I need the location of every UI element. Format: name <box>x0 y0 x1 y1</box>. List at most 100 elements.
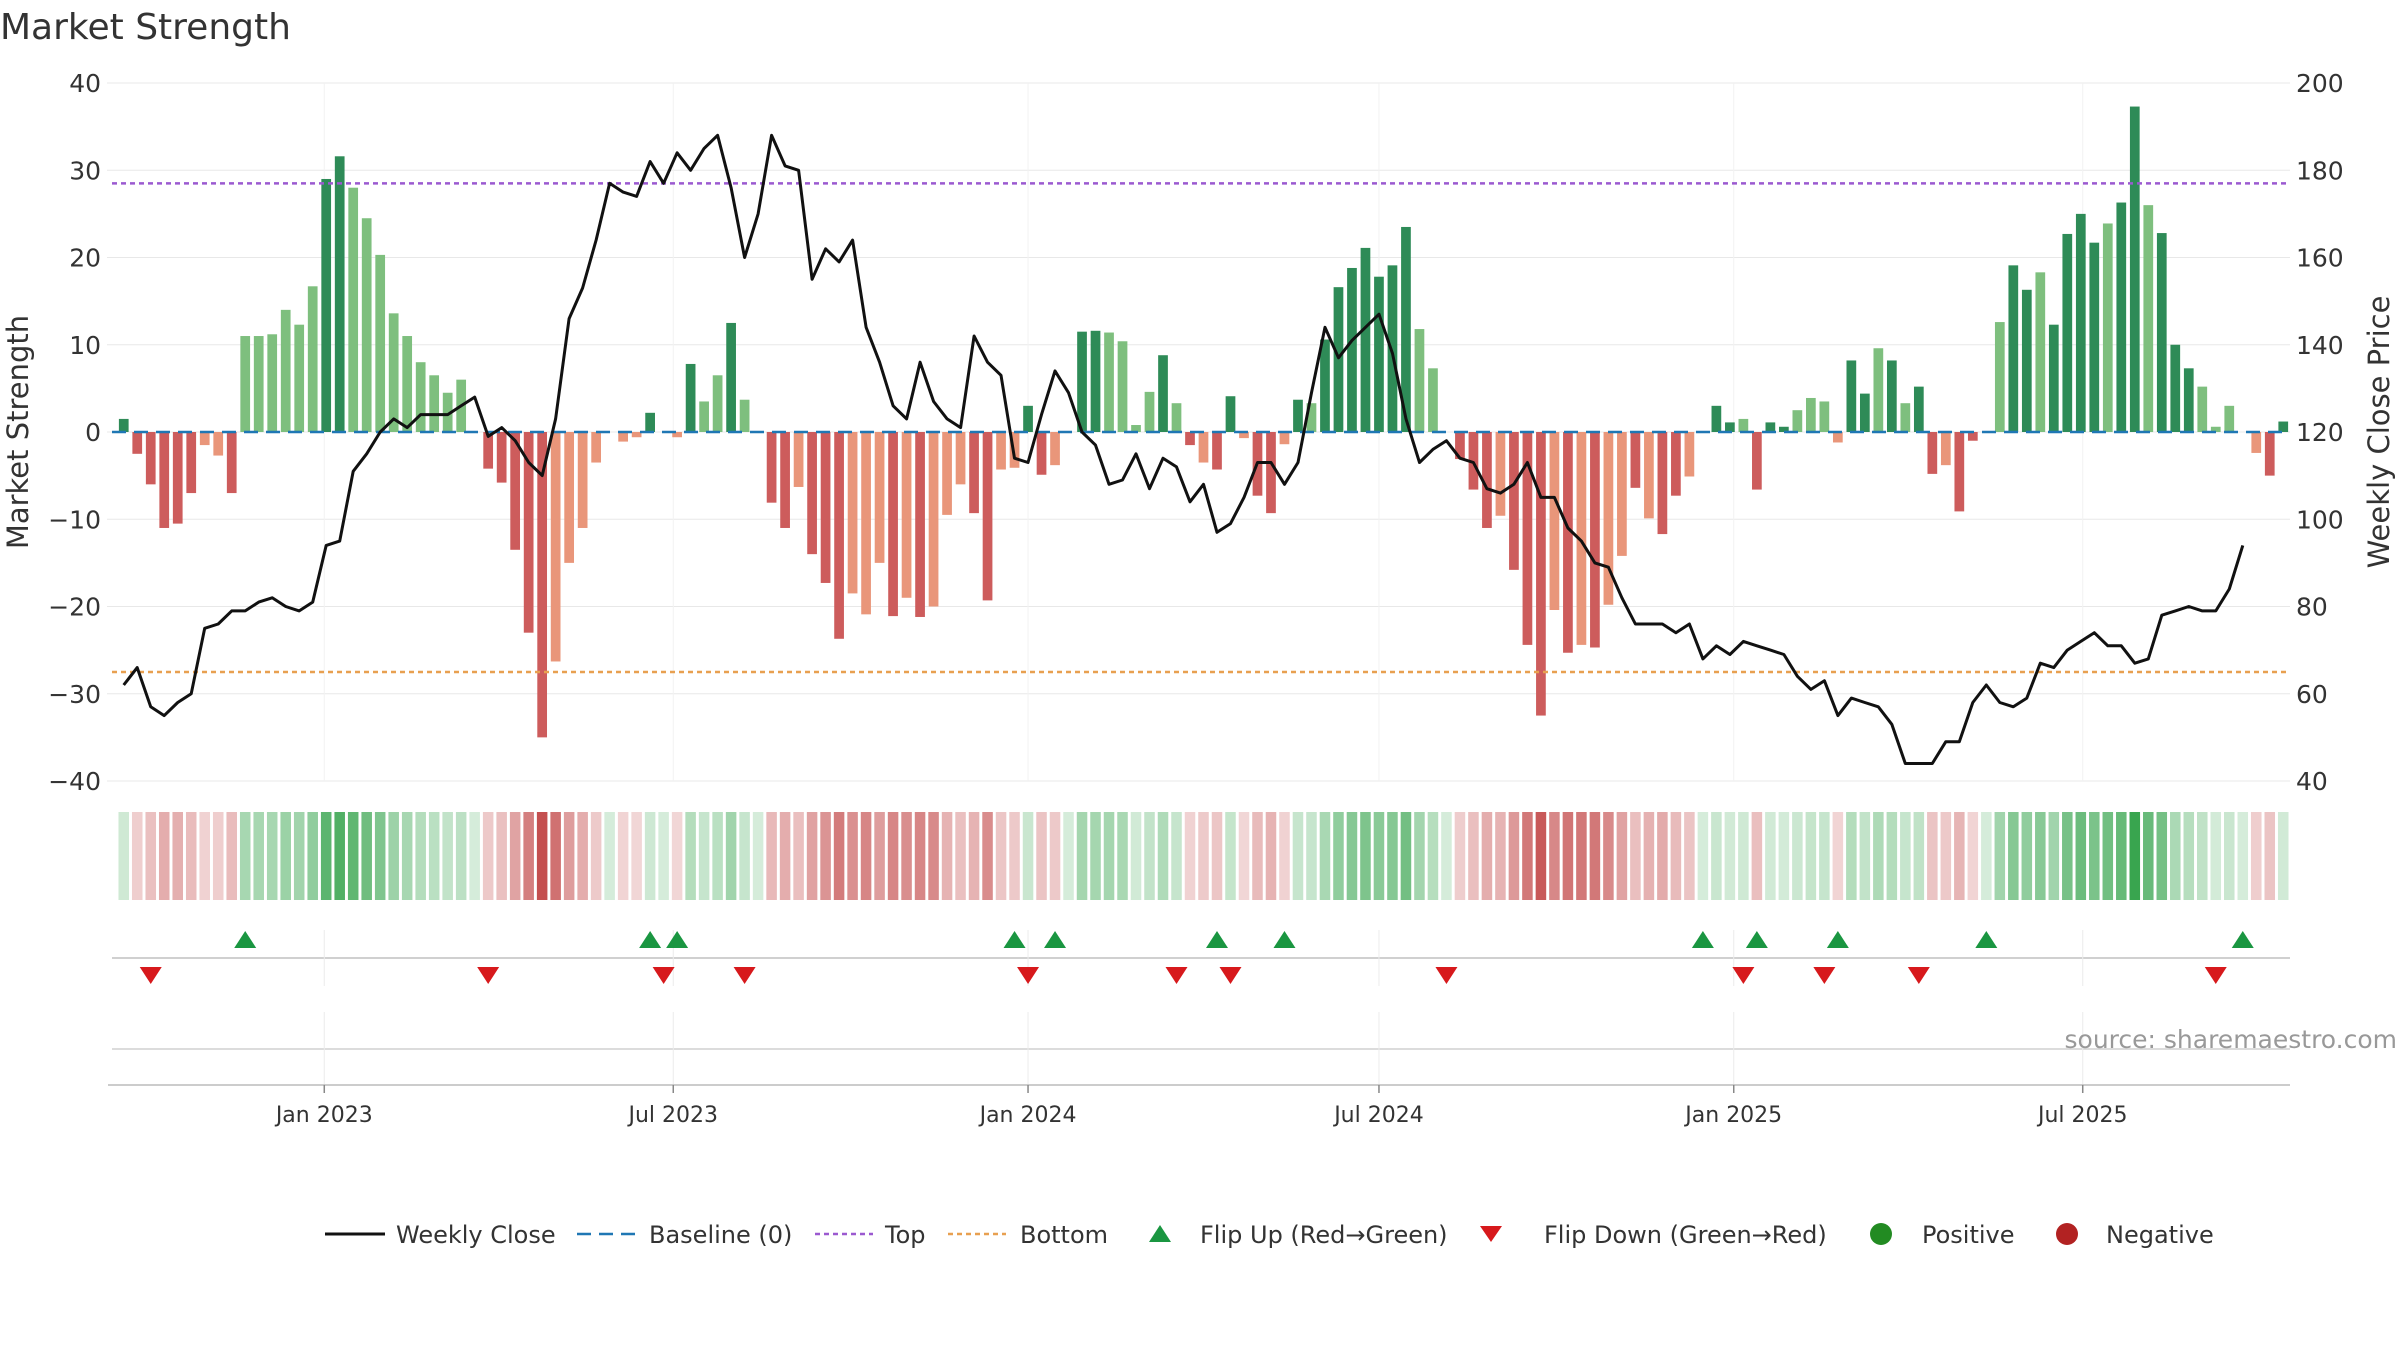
strip-cell <box>1913 812 1925 900</box>
flip-down-marker <box>2204 967 2227 984</box>
strength-bar-negative <box>1522 432 1533 645</box>
strength-bar-positive <box>1347 267 1357 432</box>
strip-cell <box>2210 812 2222 900</box>
strength-bar-positive <box>739 399 750 432</box>
strength-bar-negative <box>1752 432 1762 490</box>
strip-cell <box>1333 812 1344 900</box>
strip-cell <box>1522 812 1533 900</box>
strip-cell <box>2264 812 2276 900</box>
strip-cell <box>1036 812 1047 900</box>
strength-bar-negative <box>1266 432 1276 514</box>
strength-bar-positive <box>1994 322 2005 432</box>
strength-bar-positive <box>1900 403 1911 432</box>
strength-bar-negative <box>1198 432 1209 463</box>
flip-down-marker <box>1907 967 1930 984</box>
strip-cell <box>617 812 629 900</box>
strength-bar-positive <box>1374 276 1384 432</box>
strength-heat-strip <box>118 812 2289 900</box>
empty-panel <box>112 1012 2290 1085</box>
strip-cell <box>199 812 210 900</box>
strip-cell <box>334 812 345 900</box>
strip-cell <box>1144 812 1155 900</box>
flip-up-marker <box>666 931 689 948</box>
strip-cell <box>2143 812 2154 900</box>
strip-cell <box>604 812 615 900</box>
strip-cell <box>563 812 575 900</box>
strip-cell <box>1400 812 1412 900</box>
strip-cell <box>361 812 372 900</box>
strip-cell <box>428 812 440 900</box>
strip-cell <box>1279 812 1290 900</box>
strip-cell <box>401 812 413 900</box>
strip-cell <box>536 812 548 900</box>
strip-cell <box>1319 812 1331 900</box>
strip-cell <box>2021 812 2033 900</box>
strength-bar-negative <box>226 432 237 494</box>
strength-bar-positive <box>1090 330 1101 432</box>
strip-cell <box>644 812 656 900</box>
strip-cell <box>1117 812 1128 900</box>
strength-bar-negative <box>955 432 966 485</box>
strength-bar-negative <box>672 432 682 438</box>
strength-bar-negative <box>564 432 575 563</box>
flip-up-marker <box>1205 931 1228 948</box>
strip-cell <box>2035 812 2046 900</box>
strength-bar-positive <box>1104 332 1114 432</box>
strength-bar-positive <box>1225 396 1236 432</box>
legend-flip-up-label: Flip Up (Red→Green) <box>1200 1221 1448 1249</box>
strip-cell <box>847 812 858 900</box>
strip-cell <box>914 812 926 900</box>
strip-cell <box>1049 812 1061 900</box>
strength-bar-negative <box>1832 432 1843 443</box>
strength-bar-negative <box>132 432 143 454</box>
strip-cell <box>1103 812 1115 900</box>
strength-bar-negative <box>834 432 844 639</box>
strength-bar-positive <box>294 324 305 432</box>
strength-bar-positive <box>1806 397 1816 432</box>
strength-bar-positive <box>361 218 372 432</box>
strip-cell <box>1805 812 1817 900</box>
strip-cell <box>253 812 264 900</box>
strip-cell <box>1225 812 1236 900</box>
strength-bar-positive <box>375 254 386 432</box>
legend: Weekly Close Baseline (0) Top Bottom Fli… <box>325 1221 2214 1249</box>
strip-cell <box>1738 812 1749 900</box>
flip-down-marker <box>1732 967 1755 984</box>
strength-bar-positive <box>2129 106 2140 433</box>
strength-bar-positive <box>118 418 129 432</box>
strip-cell <box>1657 812 1668 900</box>
strength-bar-negative <box>969 432 979 514</box>
strip-cell <box>1387 812 1398 900</box>
strength-bar-positive <box>1725 422 1735 432</box>
strength-bar-positive <box>1117 341 1128 432</box>
strength-bar-positive <box>1819 401 1830 432</box>
strength-bar-negative <box>1954 432 1965 512</box>
strip-cell <box>469 812 480 900</box>
strength-bar-positive <box>1886 360 1897 432</box>
strip-cell <box>590 812 602 900</box>
flip-up-marker <box>639 931 662 948</box>
strength-bar-positive <box>1792 410 1803 432</box>
strip-cell <box>2075 812 2087 900</box>
strip-cell <box>2089 812 2100 900</box>
strip-cell <box>1468 812 1479 900</box>
strip-cell <box>1265 812 1277 900</box>
strip-cell <box>2170 812 2181 900</box>
strength-bar-negative <box>928 432 939 607</box>
strength-bar-positive <box>2183 368 2194 432</box>
strength-bar-negative <box>847 432 858 594</box>
strip-cell <box>1859 812 1871 900</box>
strength-bar-negative <box>1684 432 1695 477</box>
strength-bar-positive <box>1414 329 1425 432</box>
strip-cell <box>874 812 885 900</box>
strip-cell <box>1792 812 1803 900</box>
strip-cell <box>496 812 507 900</box>
strength-bar-negative <box>1468 432 1479 490</box>
strip-cell <box>955 812 966 900</box>
strength-bar-negative <box>996 432 1006 470</box>
strength-bar-positive <box>415 362 426 432</box>
strength-bar-negative <box>1239 432 1249 439</box>
strip-cell <box>1171 812 1182 900</box>
strip-cell <box>1576 812 1587 900</box>
